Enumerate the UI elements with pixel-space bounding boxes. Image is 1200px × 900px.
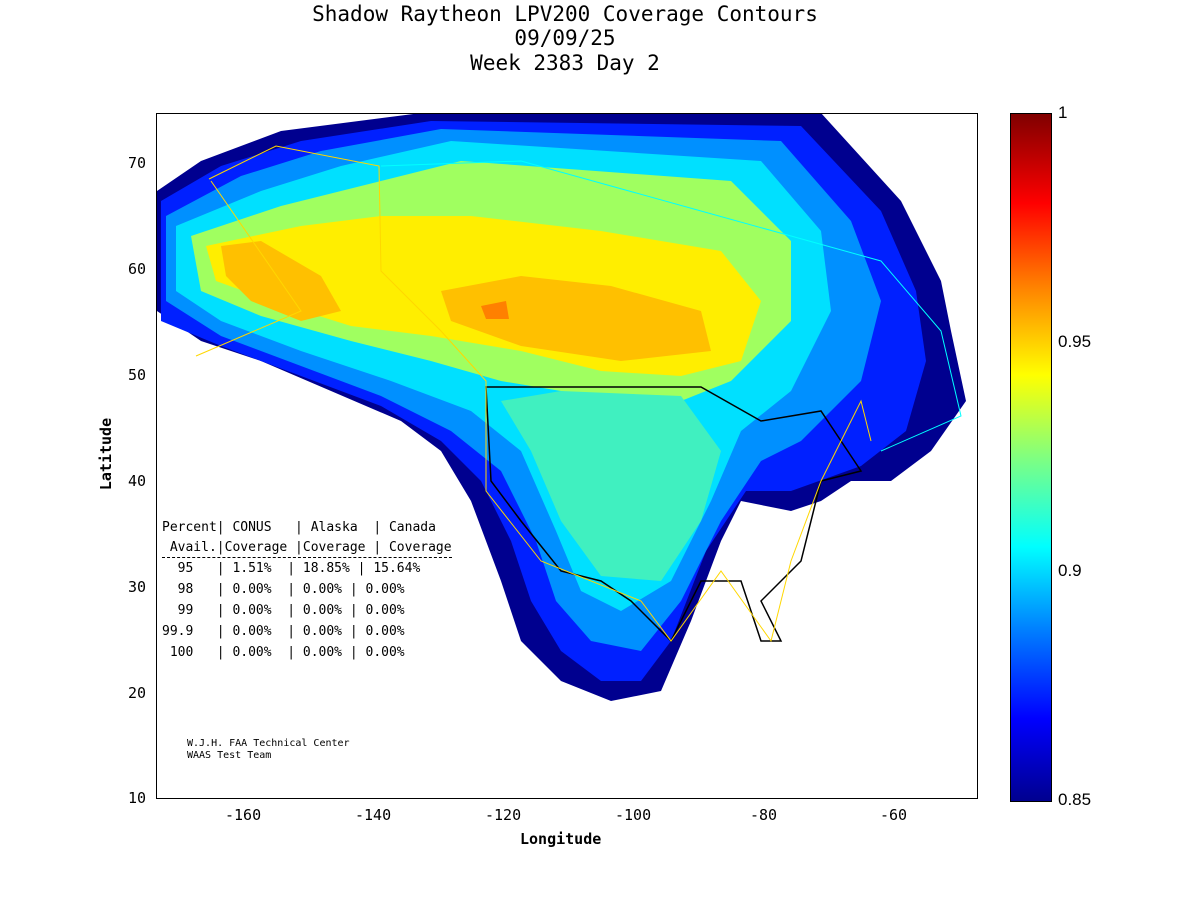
chart-week: Week 2383 Day 2 xyxy=(470,51,660,75)
colorbar-tick: 0.85 xyxy=(1058,790,1092,809)
y-tick: 70 xyxy=(128,154,147,172)
x-tick: -80 xyxy=(750,806,778,824)
chart-title: Shadow Raytheon LPV200 Coverage Contours xyxy=(312,2,818,26)
contour-0.96 xyxy=(481,301,509,319)
y-axis-label: Latitude xyxy=(97,417,116,491)
colorbar-tick: 0.95 xyxy=(1058,332,1092,351)
x-axis-label: Longitude xyxy=(520,830,602,848)
coverage-contours xyxy=(157,114,966,701)
credit-line: W.J.H. FAA Technical Center xyxy=(187,738,350,749)
colorbar-tick: 0.9 xyxy=(1058,561,1082,580)
colorbar-tick: 1 xyxy=(1058,103,1068,122)
map-plot-area xyxy=(156,113,978,799)
x-tick: -160 xyxy=(225,806,262,824)
contour-0.95a xyxy=(221,241,341,321)
y-tick: 20 xyxy=(128,684,147,702)
conus-cyan-region xyxy=(501,391,721,581)
contour-0.95b xyxy=(441,276,711,361)
credit-line: WAAS Test Team xyxy=(187,750,272,761)
table-row: 98 | 0.00% | 0.00% | 0.00% xyxy=(162,582,405,597)
x-tick: -60 xyxy=(880,806,908,824)
x-tick: -120 xyxy=(485,806,522,824)
table-header: Percent| CONUS | Alaska | Canada xyxy=(162,520,436,535)
coverage-table: Percent| CONUS | Alaska | Canada Avail.|… xyxy=(162,517,452,663)
y-tick: 60 xyxy=(128,260,147,278)
credit-text: W.J.H. FAA Technical Center WAAS Test Tea… xyxy=(187,738,350,762)
chart-date: 09/09/25 xyxy=(514,26,616,50)
table-header: Avail.|Coverage |Coverage | Coverage xyxy=(162,538,452,558)
table-row: 95 | 1.51% | 18.85% | 15.64% xyxy=(162,561,421,576)
conus-outline xyxy=(485,386,863,643)
waas-boundary-cyan xyxy=(380,160,962,452)
table-row: 99.9 | 0.00% | 0.00% | 0.00% xyxy=(162,624,405,639)
y-tick: 40 xyxy=(128,472,147,490)
waas-boundary-yellow xyxy=(195,145,872,643)
y-tick: 10 xyxy=(128,789,147,807)
table-row: 100 | 0.00% | 0.00% | 0.00% xyxy=(162,645,405,660)
x-tick: -100 xyxy=(615,806,652,824)
table-row: 99 | 0.00% | 0.00% | 0.00% xyxy=(162,603,405,618)
colorbar xyxy=(1010,113,1052,802)
x-tick: -140 xyxy=(355,806,392,824)
y-tick: 30 xyxy=(128,578,147,596)
y-tick: 50 xyxy=(128,366,147,384)
